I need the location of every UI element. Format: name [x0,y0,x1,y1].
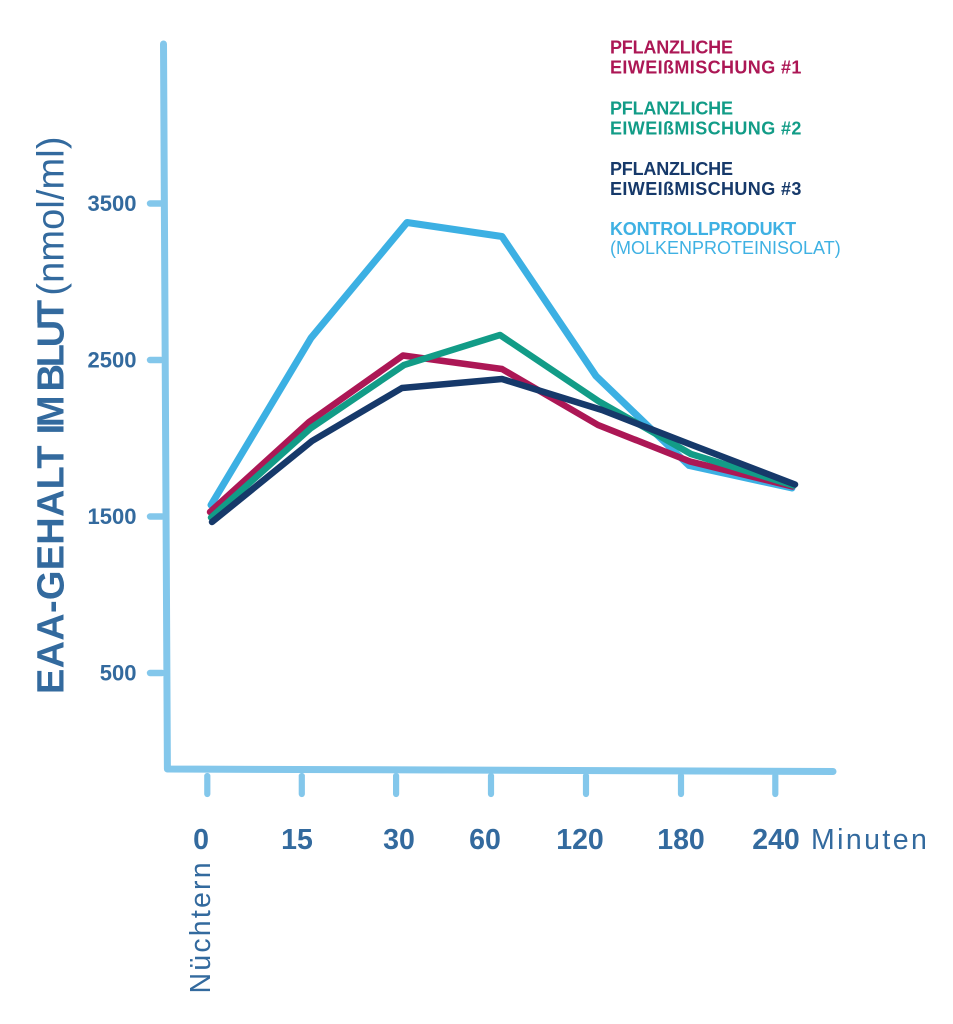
svg-text:PFLANZLICHE: PFLANZLICHE [610,38,733,58]
svg-text:0: 0 [193,824,209,856]
svg-text:EIWEIßMISCHUNG #1: EIWEIßMISCHUNG #1 [610,58,802,78]
svg-text:EAA-GEHALT IM BLUT (nmol/ml): EAA-GEHALT IM BLUT (nmol/ml) [31,136,73,694]
svg-text:15: 15 [281,824,313,856]
svg-text:120: 120 [556,824,604,856]
svg-text:500: 500 [100,660,137,685]
svg-text:1500: 1500 [88,504,137,529]
svg-text:PFLANZLICHE: PFLANZLICHE [610,159,733,179]
svg-text:2500: 2500 [88,347,137,372]
svg-text:Nüchtern: Nüchtern [185,860,217,993]
svg-text:KONTROLLPRODUKT: KONTROLLPRODUKT [610,219,796,239]
svg-text:180: 180 [657,824,705,856]
svg-text:3500: 3500 [88,191,137,216]
svg-text:60: 60 [469,824,501,856]
svg-text:(MOLKENPROTEINISOLAT): (MOLKENPROTEINISOLAT) [610,238,841,258]
svg-text:EIWEIßMISCHUNG #2: EIWEIßMISCHUNG #2 [610,118,802,138]
svg-text:Minuten: Minuten [811,824,929,856]
svg-text:240: 240 [752,824,800,856]
svg-text:EIWEIßMISCHUNG #3: EIWEIßMISCHUNG #3 [610,179,802,199]
svg-text:30: 30 [383,824,415,856]
svg-text:PFLANZLICHE: PFLANZLICHE [610,98,733,118]
